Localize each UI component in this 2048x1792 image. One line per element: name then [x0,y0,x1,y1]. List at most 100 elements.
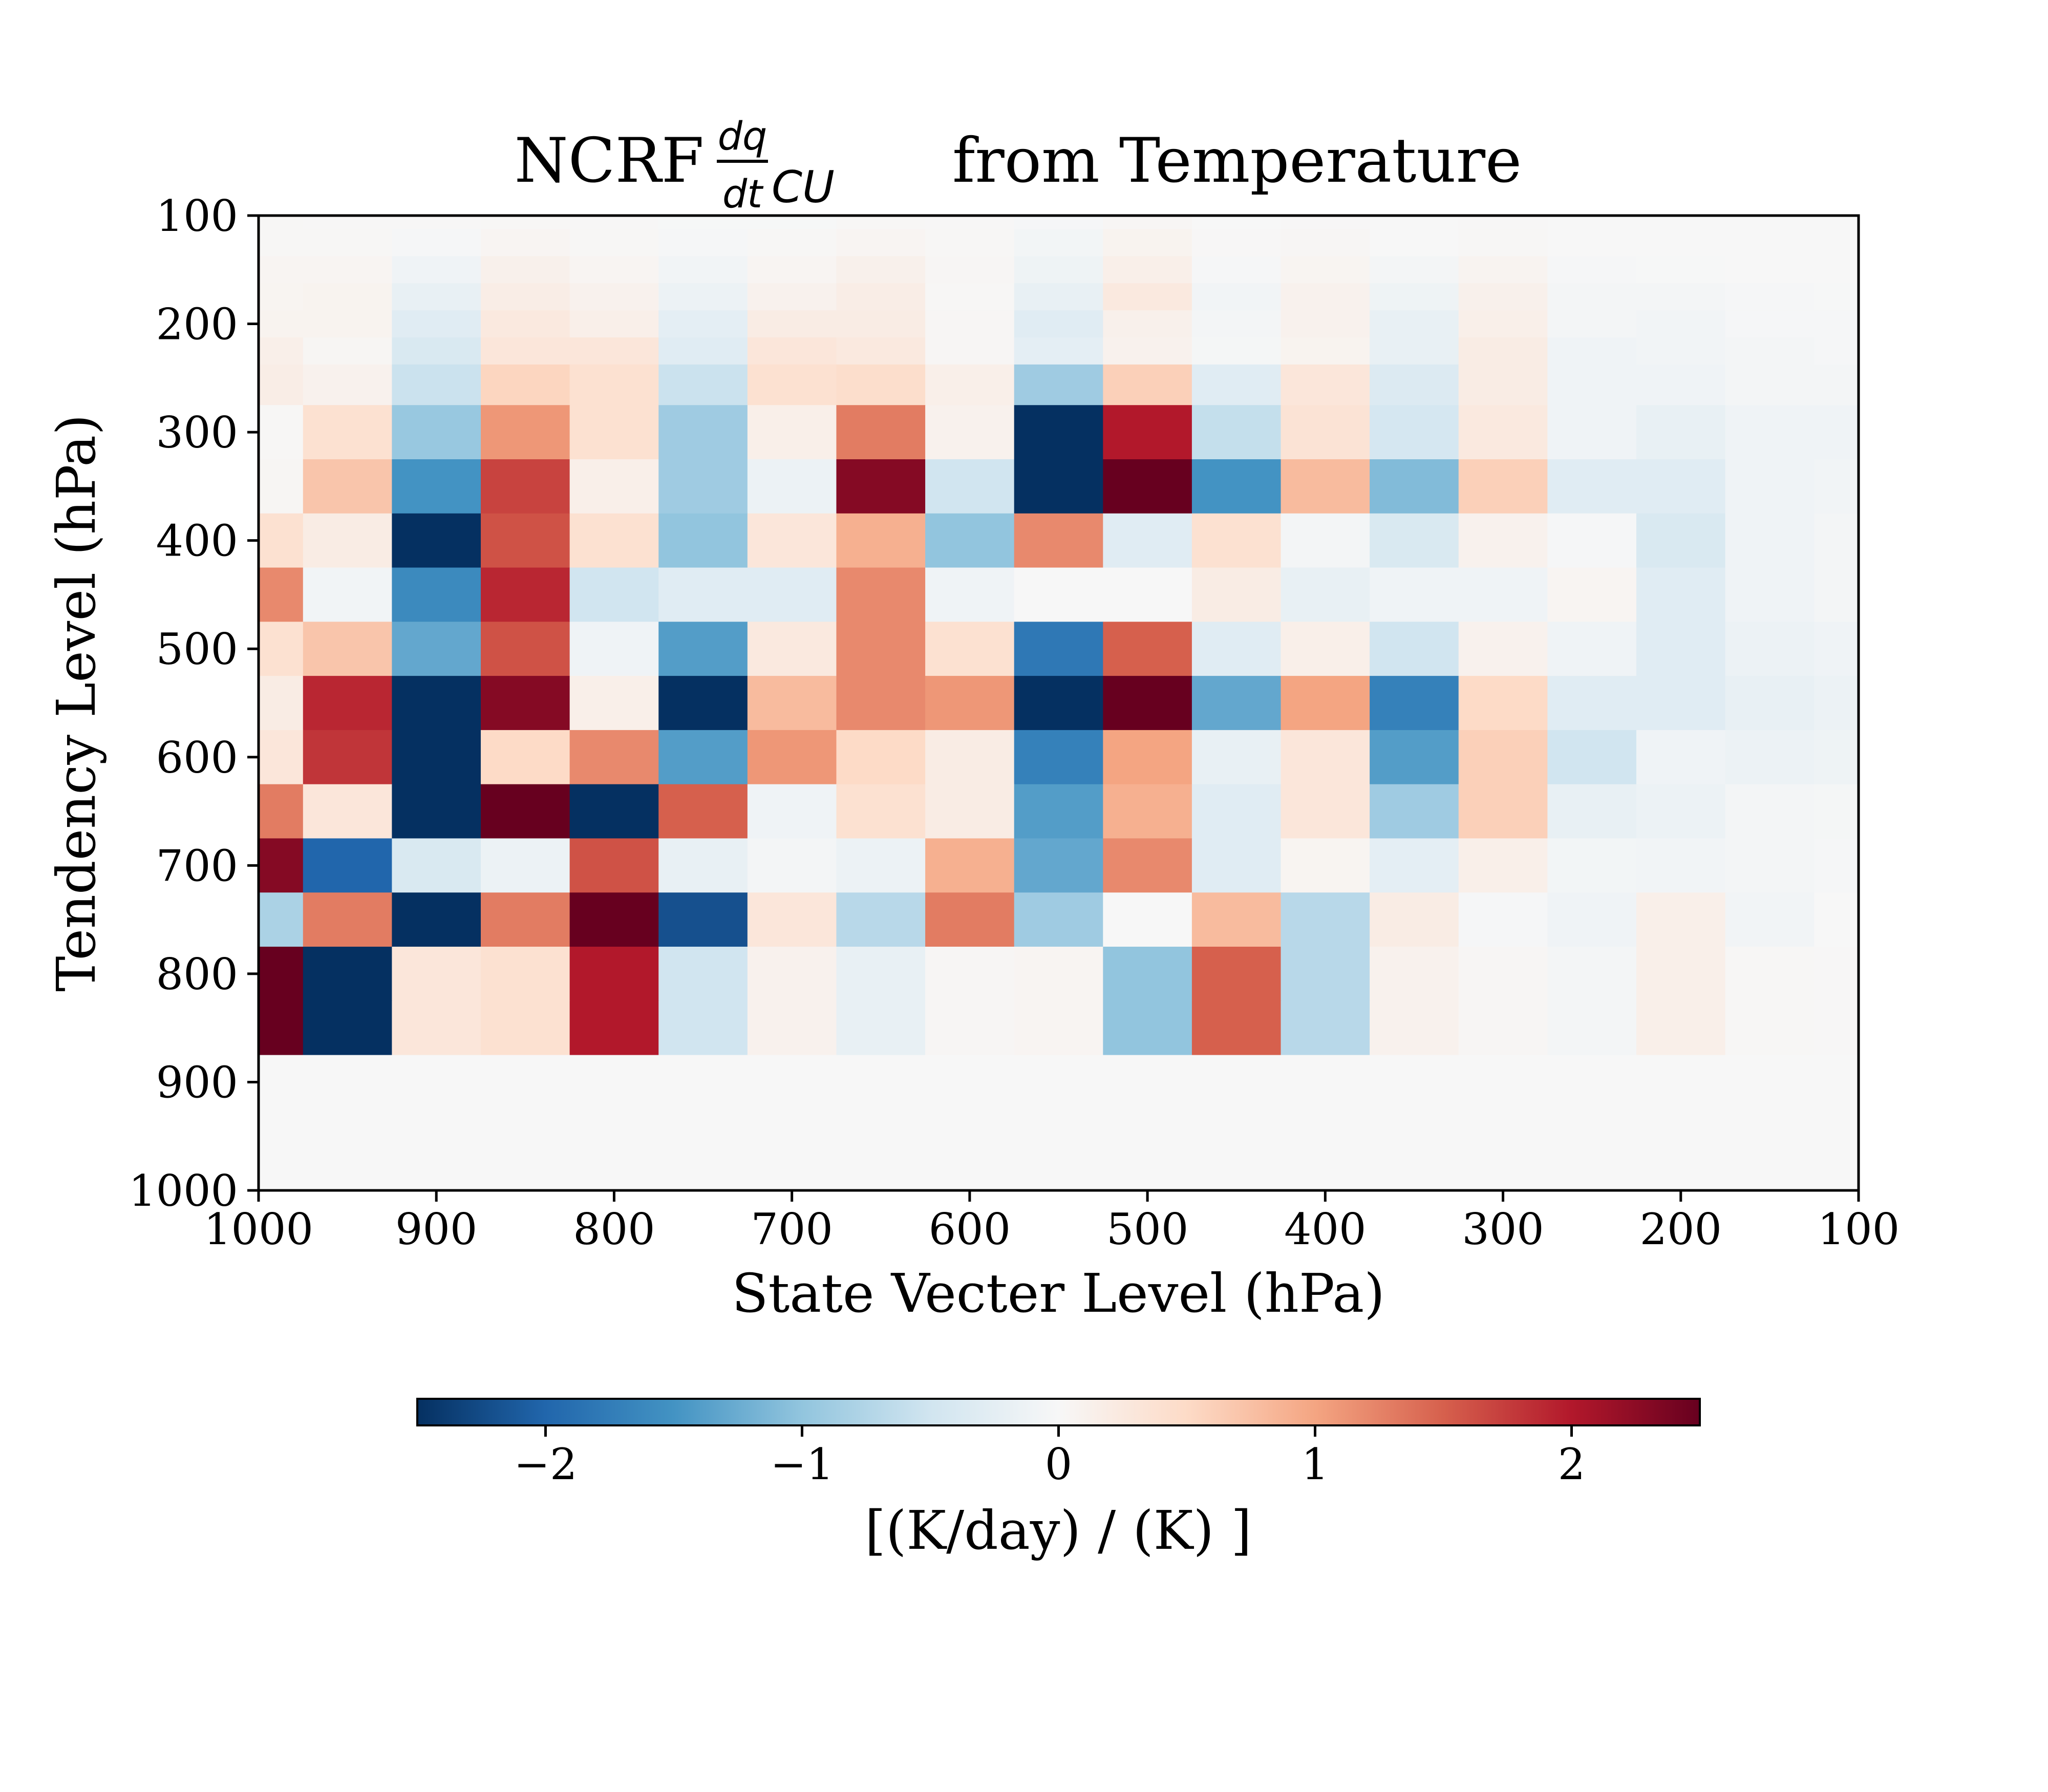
heatmap-cell [1370,892,1459,947]
heatmap-cell [1014,892,1104,947]
heatmap-cell [836,337,926,365]
heatmap-cell [1458,310,1548,338]
heatmap-cell [1458,838,1548,893]
heatmap-cell [1281,229,1370,257]
heatmap-cell [1725,256,1815,284]
heatmap-cell [1547,730,1637,785]
heatmap-cell [747,256,837,284]
heatmap-cell [836,364,926,406]
colorbar-ticks: −2 −1 0 1 2 [514,1425,1585,1489]
heatmap-cell [1725,337,1815,365]
heatmap-cell [481,1109,570,1150]
heatmap-cell [1191,567,1282,623]
heatmap-cell [1103,1000,1192,1056]
heatmap-cell [925,1000,1015,1056]
heatmap-cell [1370,1177,1459,1191]
heatmap-cell [1191,730,1282,785]
heatmap-cell [1014,676,1104,731]
heatmap-cell [925,1149,1015,1178]
heatmap-cell [836,229,926,257]
heatmap-cell [1014,364,1104,406]
heatmap-cell [1725,229,1815,257]
heatmap-cell [1191,1109,1282,1150]
heatmap-cell [392,892,481,947]
x-tick-label: 300 [1462,1204,1544,1254]
heatmap-cell [1814,405,1859,460]
heatmap-cell [1547,676,1637,731]
y-tick-label: 300 [156,408,238,458]
colorbar-tick-label: 0 [1045,1439,1072,1489]
heatmap-cell [1370,1149,1459,1178]
heatmap-cell [658,310,748,338]
heatmap-cell [481,622,570,676]
heatmap-cell [836,892,926,947]
heatmap-cell [1281,676,1370,731]
heatmap-cell [658,405,748,460]
heatmap-cell [1103,405,1192,460]
heatmap-cell [1103,256,1192,284]
heatmap-cell [1281,405,1370,460]
heatmap-cell [747,364,837,406]
heatmap-cell [1103,1109,1192,1150]
heatmap-cell [1725,838,1815,893]
heatmap-cell [1191,676,1282,731]
heatmap-cell [303,1177,393,1191]
heatmap-cell [836,459,926,514]
heatmap-cell [1458,283,1548,311]
heatmap-cell [1370,283,1459,311]
heatmap-cell [392,364,481,406]
heatmap-cell [259,676,304,731]
heatmap-cell [392,310,481,338]
y-tick-label: 700 [156,841,238,891]
heatmap-cell [747,229,837,257]
heatmap-cell [1103,283,1192,311]
heatmap-cell [1281,1055,1370,1110]
heatmap-cell [1547,229,1637,257]
plot-frame [257,214,1860,1192]
heatmap-cell [1370,229,1459,257]
heatmap-cell [1458,1000,1548,1056]
heatmap-cell [1191,784,1282,839]
heatmap-cell [1103,310,1192,338]
heatmap-cell [658,229,748,257]
heatmap-cell [259,622,304,676]
heatmap-cell [925,229,1015,257]
heatmap-cell [658,947,748,1001]
heatmap-cell [836,784,926,839]
heatmap-cell [1636,459,1726,514]
heatmap-cell [569,1149,659,1178]
heatmap-cell [1103,784,1192,839]
x-tick-label: 900 [395,1204,477,1254]
heatmap-cell [836,310,926,338]
heatmap-cell [925,1177,1015,1191]
heatmap-cell [1725,459,1815,514]
heatmap-cell [1636,730,1726,785]
heatmap-cell [259,283,304,311]
heatmap-cell [303,229,393,257]
heatmap-cell [1814,838,1859,893]
heatmap-cell [658,676,748,731]
heatmap-cell [481,459,570,514]
heatmap-cell [1103,337,1192,365]
heatmap-cell [1814,622,1859,676]
heatmap-cell [1458,405,1548,460]
heatmap-cell [1281,784,1370,839]
heatmap-cell [1547,1109,1637,1150]
colorbar-tick-label: −1 [771,1439,834,1489]
heatmap-cell [925,216,1015,230]
heatmap-cell [1191,364,1282,406]
heatmap-cell [747,838,837,893]
colorbar-tick-label: 1 [1302,1439,1329,1489]
heatmap-cell [1636,513,1726,568]
heatmap-cell [1103,216,1192,230]
heatmap-cell [658,364,748,406]
heatmap-cell [1103,838,1192,893]
heatmap-cell [1814,676,1859,731]
y-tick-label: 600 [156,733,238,783]
x-tick-label: 600 [929,1204,1011,1254]
heatmap-cell [836,567,926,623]
heatmap-cell [1281,838,1370,893]
heatmap-cell [1458,513,1548,568]
heatmap-cell [1814,784,1859,839]
y-axis: 100 200 300 400 500 600 700 800 900 1000 [129,191,259,1216]
